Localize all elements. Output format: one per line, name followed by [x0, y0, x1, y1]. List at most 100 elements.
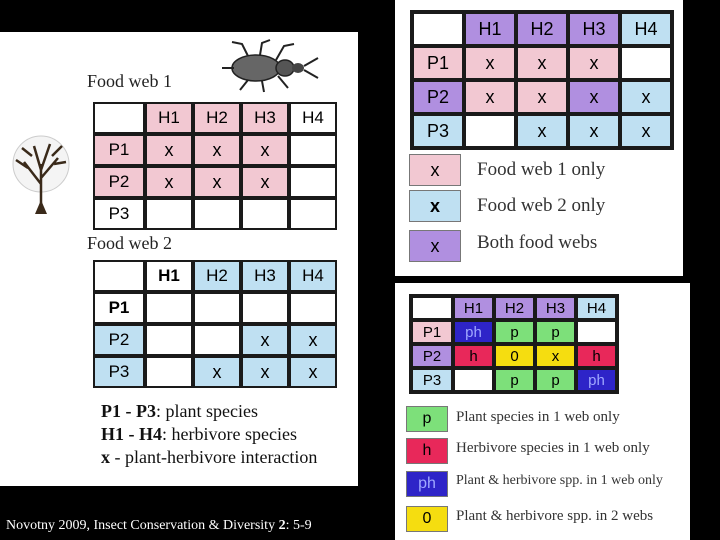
col-header: H4: [289, 102, 337, 134]
table-cell: [193, 324, 241, 356]
col-header: H3: [568, 12, 620, 46]
table-cell: [241, 292, 289, 324]
table-cell: x: [464, 46, 516, 80]
table-cell: p: [535, 320, 576, 344]
table-cell: [289, 166, 337, 198]
table-cell: [289, 198, 337, 230]
row-header: P1: [412, 46, 464, 80]
col-header: H1: [145, 260, 193, 292]
citation-volume: 2: [278, 518, 286, 533]
citation-text: Novotny 2009, Insect Conservation & Dive…: [6, 518, 279, 533]
table-cell: [241, 198, 289, 230]
note-term: P1 - P3: [101, 401, 156, 421]
table-cell: 0: [494, 344, 535, 368]
legend-label-both: Both food webs: [477, 232, 598, 253]
corner-cell: [93, 260, 145, 292]
col-header: H2: [193, 102, 241, 134]
col-header: H2: [494, 296, 535, 320]
table-cell: x: [193, 356, 241, 388]
row-header: P3: [412, 114, 464, 148]
col-header: H3: [241, 260, 289, 292]
table-cell: x: [241, 324, 289, 356]
table-cell: ph: [453, 320, 494, 344]
table-cell: x: [464, 80, 516, 114]
col-header: H3: [535, 296, 576, 320]
table-cell: h: [453, 344, 494, 368]
species-table: H1 H2 H3 H4 P1 ph p p P2 h 0 x h P3 p p …: [409, 294, 619, 394]
table-cell: [145, 356, 193, 388]
table-cell: x: [145, 166, 193, 198]
table-cell: x: [516, 80, 568, 114]
col-header: H1: [145, 102, 193, 134]
table-cell: x: [568, 46, 620, 80]
combined-table: H1 H2 H3 H4 P1 x x x P2 x x x x P3 x x x: [410, 10, 674, 150]
table-cell: [620, 46, 672, 80]
note-text: : herbivore species: [162, 424, 297, 444]
table-cell: x: [620, 80, 672, 114]
note-term: H1 - H4: [101, 424, 162, 444]
row-header: P2: [93, 166, 145, 198]
food-web-2-caption: Food web 2: [87, 233, 172, 253]
tree-icon: [12, 135, 70, 214]
food-web-2-table: H1 H2 H3 H4 P1 P2 x x P3 x x x: [93, 260, 337, 388]
corner-cell: [93, 102, 145, 134]
row-header: P1: [93, 292, 145, 324]
table-cell: [193, 292, 241, 324]
table-cell: p: [494, 368, 535, 392]
table-cell: [145, 198, 193, 230]
legend-label-herbivore: Herbivore species in 1 web only: [456, 440, 650, 456]
corner-cell: [412, 12, 464, 46]
legend-swatch-both: x: [409, 230, 461, 262]
col-header: H4: [289, 260, 337, 292]
table-cell: x: [516, 46, 568, 80]
legend-swatch-fw2: x: [409, 190, 461, 222]
table-cell: [145, 324, 193, 356]
legend-label-plant-herbivore-1: Plant & herbivore spp. in 1 web only: [456, 473, 663, 488]
table-cell: [289, 134, 337, 166]
row-header: P1: [411, 320, 453, 344]
table-cell: x: [568, 80, 620, 114]
note-text: - plant-herbivore interaction: [110, 447, 318, 467]
legend-swatch-fw1: x: [409, 154, 461, 186]
legend-label-fw2: Food web 2 only: [477, 195, 606, 216]
col-header: H1: [464, 12, 516, 46]
table-cell: x: [241, 356, 289, 388]
table-cell: x: [241, 134, 289, 166]
note-text: : plant species: [155, 401, 258, 421]
row-header: P3: [93, 198, 145, 230]
col-header: H4: [576, 296, 617, 320]
legend-swatch-plant-herbivore-2: 0: [406, 506, 448, 532]
table-cell: x: [568, 114, 620, 148]
corner-cell: [411, 296, 453, 320]
beetle-icon: [222, 39, 319, 93]
table-cell: [145, 292, 193, 324]
notes: P1 - P3: plant species H1 - H4: herbivor…: [101, 400, 317, 469]
table-cell: [464, 114, 516, 148]
col-header: H3: [241, 102, 289, 134]
note-line: P1 - P3: plant species: [101, 400, 317, 423]
row-header: P1: [93, 134, 145, 166]
food-web-1-caption: Food web 1: [87, 71, 172, 91]
legend-label-fw1: Food web 1 only: [477, 159, 606, 180]
citation: Novotny 2009, Insect Conservation & Dive…: [6, 518, 312, 534]
table-cell: h: [576, 344, 617, 368]
table-cell: [289, 292, 337, 324]
note-term: x: [101, 447, 110, 467]
legend-swatch-plant: p: [406, 406, 448, 432]
row-header: P3: [93, 356, 145, 388]
citation-pages: : 5-9: [285, 518, 312, 533]
table-cell: x: [516, 114, 568, 148]
col-header: H4: [620, 12, 672, 46]
table-cell: x: [289, 356, 337, 388]
row-header: P2: [411, 344, 453, 368]
legend-swatch-herbivore: h: [406, 438, 448, 464]
row-header: P2: [412, 80, 464, 114]
table-cell: x: [620, 114, 672, 148]
table-cell: [193, 198, 241, 230]
table-cell: x: [535, 344, 576, 368]
legend-label-plant: Plant species in 1 web only: [456, 409, 620, 425]
table-cell: x: [193, 166, 241, 198]
food-web-1-table: H1 H2 H3 H4 P1 x x x P2 x x x P3: [93, 102, 337, 230]
table-cell: [576, 320, 617, 344]
table-cell: x: [145, 134, 193, 166]
